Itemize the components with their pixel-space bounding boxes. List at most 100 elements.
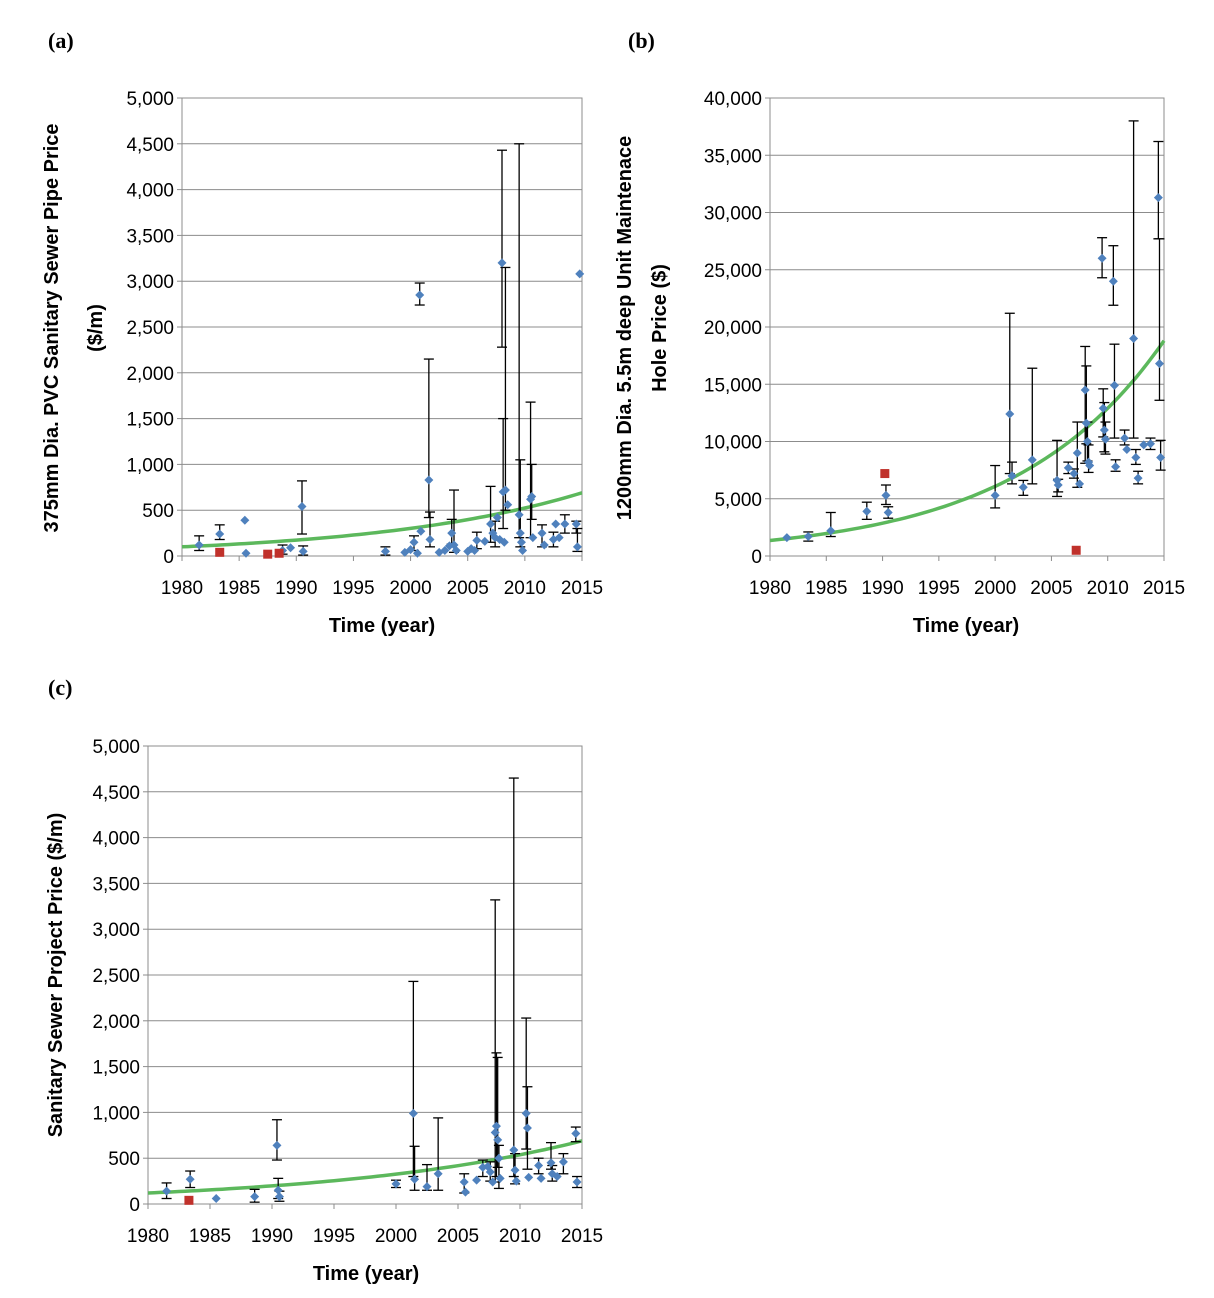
data-point: [1075, 479, 1085, 489]
trend-line: [147, 1139, 583, 1195]
x-axis-title: Time (year): [313, 1263, 419, 1285]
plot-frame: [769, 97, 1165, 557]
y-axis-title: Hole Price ($): [649, 264, 671, 392]
data-point: [447, 528, 457, 538]
outlier-point: [1071, 545, 1081, 555]
outlier-point: [184, 1195, 194, 1205]
data-point: [490, 1128, 500, 1138]
data-point: [422, 1182, 432, 1192]
data-point: [1099, 425, 1109, 435]
y-tick-label: 4,500: [92, 783, 140, 804]
x-tick-label: 1995: [332, 578, 374, 599]
y-tick-label: 2,500: [92, 966, 140, 987]
data-point: [1081, 418, 1091, 428]
data-point: [803, 532, 813, 542]
data-point: [881, 490, 891, 500]
data-point: [1131, 453, 1141, 463]
panel-a-chart: (a) 0 500 1,000 1,500 2,000 2,500 3,000 3,500 4,0…: [41, 28, 603, 637]
y-tick-label: 3,000: [126, 272, 174, 293]
data-point: [522, 1123, 532, 1133]
error-bar: [1128, 120, 1139, 439]
data-point: [1129, 333, 1139, 343]
data-point: [536, 1173, 546, 1183]
error-bar: [1153, 140, 1164, 240]
x-tick-label: 1985: [218, 578, 260, 599]
data-point: [515, 528, 525, 538]
data-point: [250, 1192, 260, 1202]
outlier-point: [274, 548, 284, 558]
data-point: [1122, 445, 1132, 455]
data-point: [990, 490, 1000, 500]
y-tick-label: 4,000: [126, 181, 174, 202]
data-point: [518, 546, 528, 556]
data-point: [1098, 403, 1108, 413]
data-point: [546, 1158, 556, 1168]
x-tick-label: 1985: [189, 1226, 231, 1247]
panel-label: (a): [48, 28, 74, 53]
error-bar: [508, 777, 519, 1178]
data-point: [408, 1108, 418, 1118]
data-point: [571, 519, 581, 529]
x-tick-label: 1990: [251, 1226, 293, 1247]
data-point: [510, 1165, 520, 1175]
data-point: [1069, 469, 1079, 479]
x-tick-label: 1980: [161, 578, 203, 599]
data-point: [499, 537, 509, 547]
data-point: [494, 1153, 504, 1163]
y-tick-label: 1,000: [92, 1103, 140, 1124]
data-point: [1153, 193, 1163, 203]
data-point: [286, 543, 296, 553]
x-tick-label: 2000: [375, 1226, 417, 1247]
y-tick-label: 5,000: [92, 737, 140, 758]
error-bar: [990, 464, 1001, 509]
data-point: [1156, 453, 1166, 463]
y-tick-label: 2,000: [126, 364, 174, 385]
data-point: [524, 1172, 534, 1182]
data-point: [575, 269, 585, 279]
panel-label: (b): [628, 28, 655, 53]
data-point: [782, 533, 792, 543]
data-point: [410, 1174, 420, 1184]
data-point: [883, 507, 893, 517]
x-tick-label: 1990: [861, 578, 903, 599]
data-point: [528, 533, 538, 543]
data-point: [862, 506, 872, 516]
data-point: [241, 548, 251, 558]
data-point: [406, 545, 416, 555]
data-point: [527, 491, 537, 501]
data-point: [1007, 471, 1017, 481]
y-tick-label: 40,000: [704, 89, 762, 110]
data-point: [472, 1175, 482, 1185]
data-point: [391, 1179, 401, 1189]
trend-line: [769, 339, 1166, 543]
error-bar: [1027, 367, 1038, 485]
y-tick-label: 2,000: [92, 1012, 140, 1033]
error-bar: [1109, 343, 1120, 439]
data-point: [1027, 455, 1037, 465]
y-tick-label: 0: [163, 547, 174, 568]
data-point: [486, 519, 496, 529]
data-point: [485, 1167, 495, 1177]
y-axis-title: 375mm Dia. PVC Sanitary Sewer Pipe Price: [41, 123, 63, 532]
x-tick-label: 2010: [499, 1226, 541, 1247]
error-bar: [423, 358, 434, 519]
data-point: [470, 546, 480, 556]
data-point: [511, 1176, 521, 1186]
data-point: [298, 546, 308, 556]
data-point: [1063, 463, 1073, 473]
x-axis-title: Time (year): [329, 615, 435, 637]
x-tick-label: 2005: [437, 1226, 479, 1247]
data-point: [297, 502, 307, 512]
data-point: [537, 528, 547, 538]
y-tick-label: 3,000: [92, 920, 140, 941]
error-bar: [271, 1119, 282, 1161]
data-point: [1072, 448, 1082, 458]
error-bar: [514, 143, 525, 539]
data-point: [826, 526, 836, 536]
x-tick-label: 1995: [313, 1226, 355, 1247]
data-point: [240, 515, 250, 525]
x-tick-label: 2005: [447, 578, 489, 599]
data-point: [491, 1121, 501, 1131]
data-point: [558, 1157, 568, 1167]
x-tick-label: 2015: [561, 1226, 603, 1247]
